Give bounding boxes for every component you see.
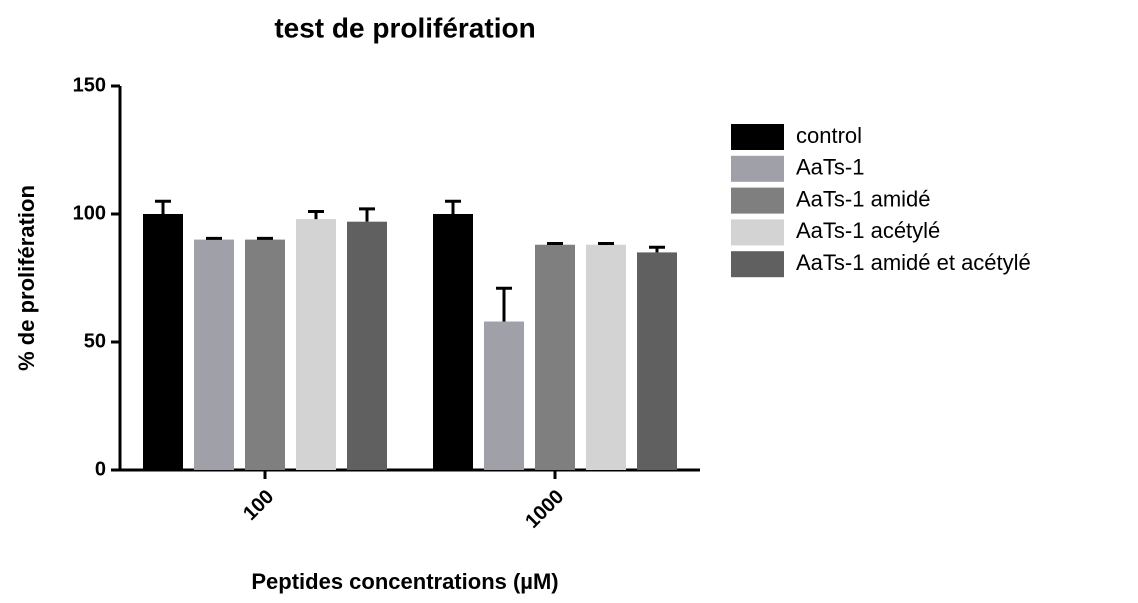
error-bar	[649, 245, 665, 253]
bar	[194, 239, 234, 470]
error-bar	[155, 199, 171, 214]
error-bar	[445, 199, 461, 214]
bar	[586, 244, 626, 470]
legend-swatch	[731, 155, 784, 182]
bar	[296, 219, 336, 470]
error-bar	[257, 236, 273, 240]
legend-label: AaTs-1 amidé	[796, 186, 931, 211]
error-bar	[598, 241, 614, 245]
error-bar	[206, 236, 222, 240]
bar	[535, 244, 575, 470]
legend-swatch	[731, 124, 784, 150]
bar	[637, 252, 677, 470]
bar	[245, 239, 285, 470]
error-bar	[308, 209, 324, 220]
bar	[347, 221, 387, 470]
y-tick-label: 50	[84, 330, 106, 352]
bar	[484, 321, 524, 470]
legend-label: AaTs-1	[796, 155, 864, 180]
error-bar	[547, 241, 563, 245]
legend-label: AaTs-1 acétylé	[796, 218, 940, 243]
y-tick-label: 100	[73, 202, 106, 224]
x-tick-label: 1000	[521, 486, 568, 533]
legend-swatch	[731, 251, 784, 278]
x-tick-label: 100	[239, 486, 278, 525]
x-axis-label: Peptides concentrations (µM)	[251, 569, 558, 594]
legend-label: AaTs-1 amidé et acétylé	[796, 250, 1031, 275]
bar	[143, 214, 183, 470]
legend-label: control	[796, 123, 862, 148]
legend-swatch	[731, 187, 784, 214]
error-bar	[359, 207, 375, 222]
y-axis-label: % de prolifération	[14, 185, 39, 371]
chart-title: test de prolifération	[274, 12, 535, 43]
y-tick-label: 150	[73, 74, 106, 96]
y-tick-label: 0	[95, 458, 106, 480]
legend-swatch	[731, 219, 784, 246]
error-bar	[496, 286, 512, 322]
bar	[433, 214, 473, 470]
